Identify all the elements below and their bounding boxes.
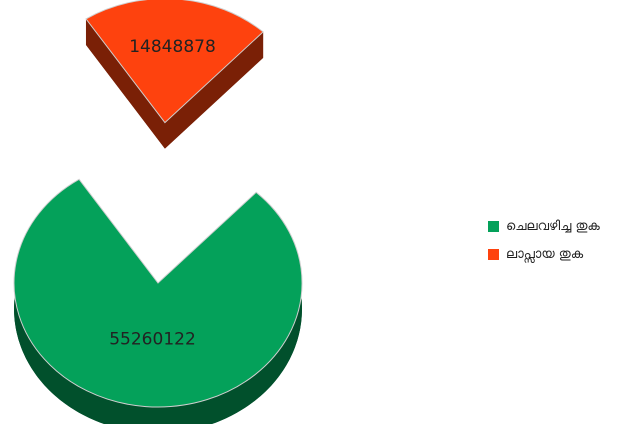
legend-item-spent: ചെലവഴിച്ച തുക [488, 212, 600, 240]
slice-lapsed: 14848878 [85, 0, 264, 149]
slice-lapsed-edge-0 [85, 18, 165, 149]
slice-spent-top [13, 178, 303, 408]
slice-lapsed-edge-1 [164, 31, 264, 149]
legend-swatch-spent [488, 220, 499, 232]
legend-item-lapsed: ലാപ്സായ തുക [488, 240, 600, 268]
chart-legend: ചെലവഴിച്ച തുക ലാപ്സായ തുക [488, 212, 600, 268]
slice-lapsed-value-label: 14848878 [129, 37, 216, 57]
slice-spent-value-label: 55260122 [109, 330, 196, 350]
slice-spent: 55260122 [13, 178, 303, 424]
legend-label-spent: ചെലവഴിച്ച തുക [506, 218, 600, 234]
legend-label-lapsed: ലാപ്സായ തുക [506, 246, 584, 262]
slice-lapsed-top [85, 0, 264, 124]
legend-swatch-lapsed [488, 248, 499, 260]
